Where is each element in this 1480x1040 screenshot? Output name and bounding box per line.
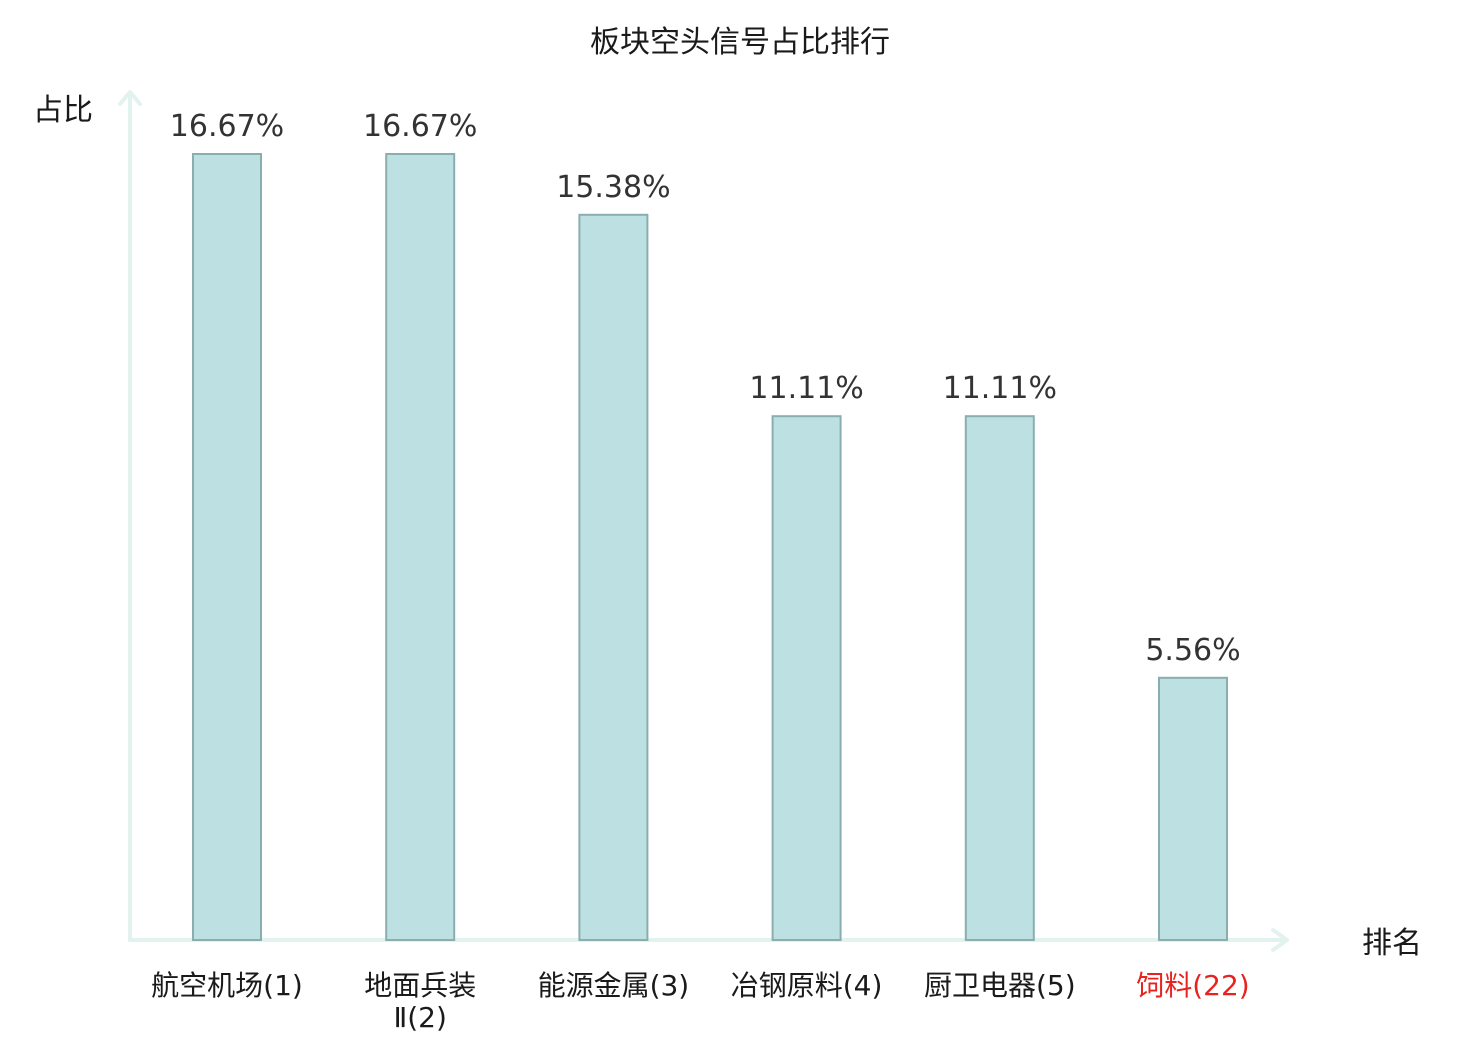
bar-6 — [1158, 676, 1228, 941]
category-label-2-line-2: Ⅱ(2) — [393, 1001, 446, 1034]
bar-1 — [192, 153, 262, 941]
category-label-5: 厨卫电器(5) — [924, 969, 1076, 1002]
bar-5 — [964, 415, 1035, 941]
value-label-6: 5.56% — [1145, 633, 1240, 668]
chart-title: 板块空头信号占比排行 — [590, 25, 890, 60]
y-axis-title: 占比 — [33, 93, 93, 128]
value-label-5: 11.11% — [943, 371, 1057, 406]
value-label-3: 15.38% — [556, 170, 670, 205]
category-label-4: 冶钢原料(4) — [731, 969, 883, 1002]
bar-4 — [771, 415, 842, 941]
category-label-3: 能源金属(3) — [538, 969, 690, 1002]
category-label-6: 饲料(22) — [1136, 969, 1249, 1002]
category-label-2-line-1: 地面兵装 — [364, 969, 476, 1002]
x-axis-title: 排名 — [1362, 926, 1422, 961]
value-label-4: 11.11% — [749, 371, 863, 406]
category-label-1: 航空机场(1) — [151, 969, 303, 1002]
bar-2 — [385, 153, 456, 941]
value-label-1: 16.67% — [170, 109, 284, 144]
value-label-2: 16.67% — [363, 109, 477, 144]
y-axis — [118, 90, 142, 942]
x-axis — [128, 928, 1289, 952]
bar-3 — [578, 213, 649, 942]
